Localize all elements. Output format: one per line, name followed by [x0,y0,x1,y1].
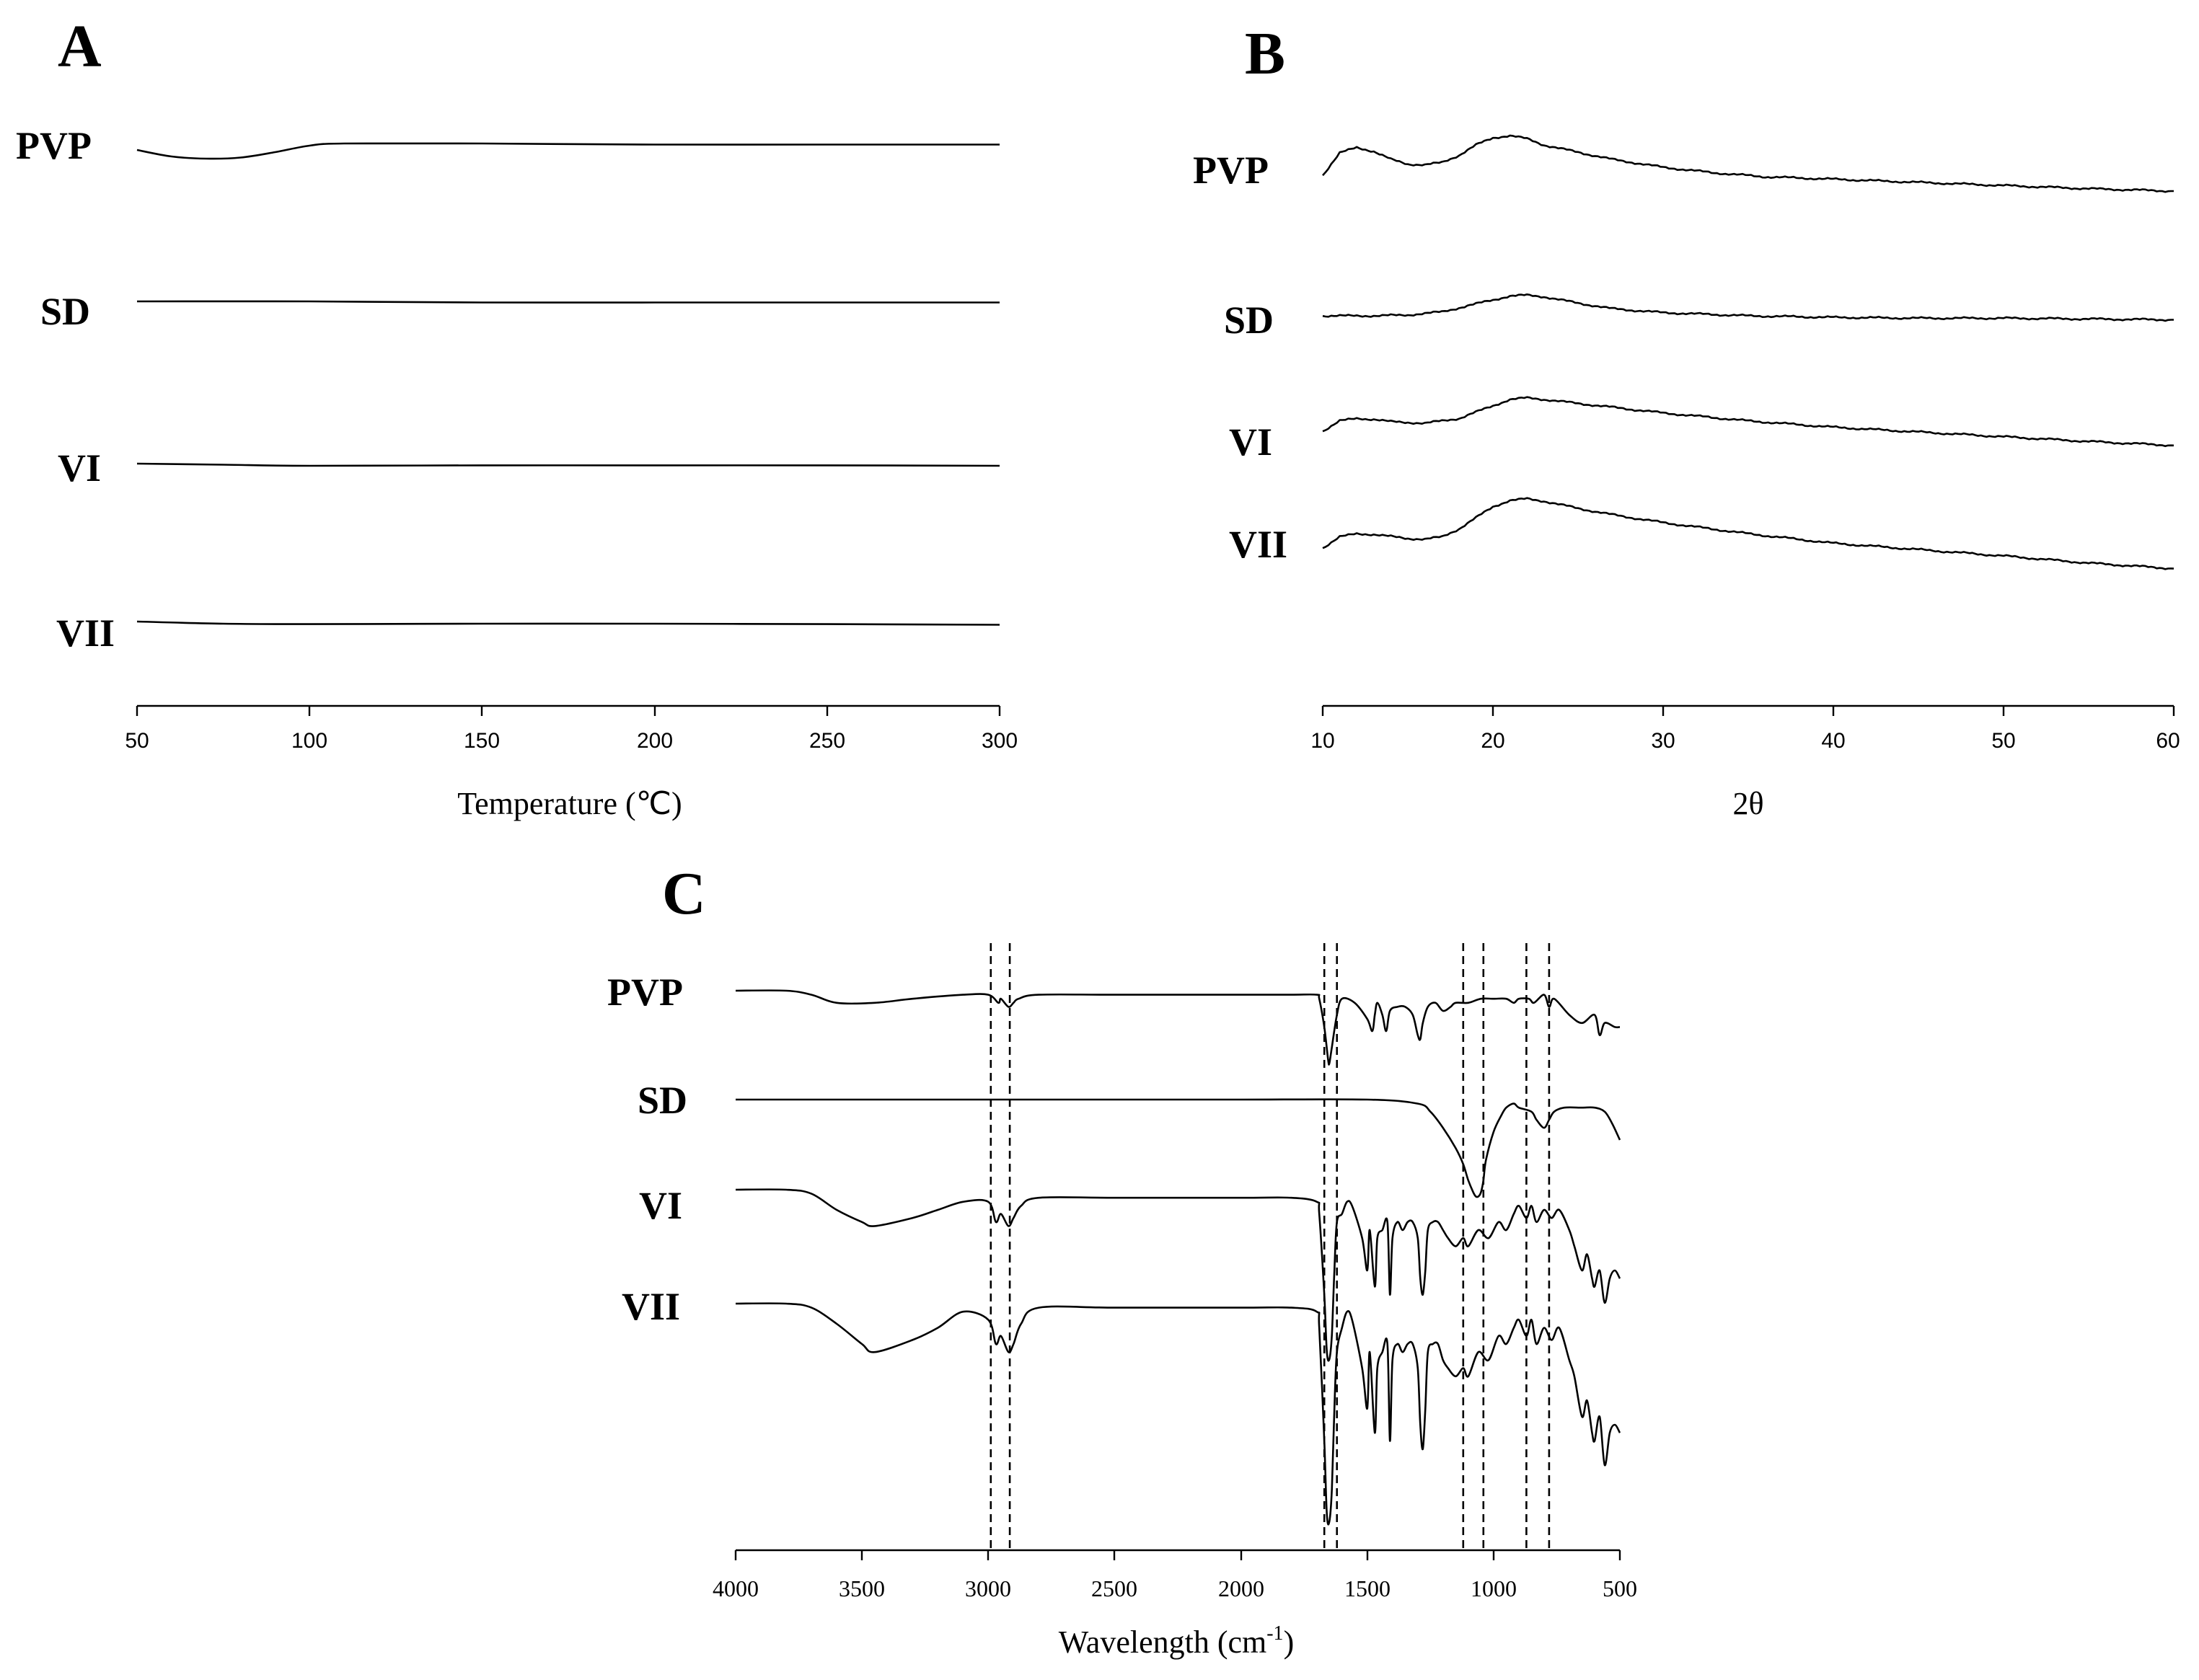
panel-c-tick-label-1000: 1000 [1471,1575,1517,1601]
panel-a-tick-label-250: 250 [809,729,845,753]
panel-a-label-pvp: PVP [16,124,92,167]
panel-c-letter: C [662,860,706,927]
panel-c-reference-lines [990,943,1551,1550]
panel-c-x-axis-title: Wavelength (cm-1) [1059,1622,1294,1660]
panel-b-tick-60: 60 [2156,706,2180,753]
panel-a-tick-label-50: 50 [125,729,149,753]
panel-b-tick-40: 40 [1821,706,1846,753]
panel-c-trace-pvp [735,989,1621,1066]
panel-a-tick-label-100: 100 [291,729,327,753]
panel-b-tick-label-30: 30 [1651,729,1675,753]
panel-a: A PVP SD VI VII 50 100 150 200 250 [16,13,1018,821]
panel-b-tick-label-20: 20 [1481,729,1504,753]
panel-a-trace-vii [136,620,1000,626]
panel-a-tick-200: 200 [637,706,673,753]
panel-c-tick-label-3500: 3500 [839,1575,885,1601]
panel-a-tick-label-150: 150 [464,729,500,753]
panel-a-trace-vi [136,462,1000,467]
panel-b-tick-10: 10 [1310,706,1335,753]
panel-b-tick-label-60: 60 [2156,729,2180,753]
panel-c-tick-500: 500 [1603,1550,1637,1601]
panel-c: C PVP SD VI VII 4000 3500 3000 2500 2000 [607,860,1637,1660]
panel-b-tick-label-10: 10 [1310,729,1334,753]
panel-a-label-vii: VII [56,611,115,655]
panel-a-tick-100: 100 [291,706,327,753]
panel-a-label-vi: VI [58,446,101,490]
panel-c-x-axis-title-end: ) [1284,1624,1295,1660]
panel-a-x-axis-title: Temperature (℃) [457,786,682,821]
panel-b-trace-sd [1322,293,2174,322]
panel-b-label-vii: VII [1229,523,1287,566]
panel-a-tick-300: 300 [982,706,1018,753]
panel-a-trace-sd [136,300,1000,304]
panel-c-tick-label-500: 500 [1603,1575,1637,1601]
panel-c-trace-sd [735,1098,1621,1198]
panel-b-tick-20: 20 [1481,706,1505,753]
panel-c-x-axis-title-sup: -1 [1266,1622,1283,1645]
panel-c-label-sd: SD [638,1079,687,1122]
panel-b-letter: B [1245,20,1285,87]
panel-c-tick-label-2500: 2500 [1091,1575,1137,1601]
panel-b-trace-vii [1322,497,2174,570]
panel-b-label-vi: VI [1229,420,1272,464]
panel-b-trace-pvp [1322,134,2174,193]
panel-b-trace-vi [1322,396,2174,448]
panel-c-label-pvp: PVP [607,971,683,1014]
panel-c-tick-1000: 1000 [1471,1550,1517,1601]
panel-b-tick-50: 50 [1991,706,2016,753]
panel-b-label-sd: SD [1224,299,1274,342]
panel-a-tick-50: 50 [125,706,149,753]
panel-b-x-axis-title: 2θ [1732,786,1763,821]
panel-b: B PVP SD VI VII 10 20 30 40 50 [1193,20,2180,821]
panel-c-tick-3500: 3500 [839,1550,885,1601]
panel-c-tick-3000: 3000 [965,1550,1011,1601]
panel-b-tick-label-40: 40 [1821,729,1845,753]
panel-b-tick-30: 30 [1651,706,1675,753]
panel-c-tick-2500: 2500 [1091,1550,1137,1601]
panel-a-tick-label-200: 200 [637,729,673,753]
panel-c-trace-vii [735,1302,1621,1526]
panel-c-tick-label-1500: 1500 [1344,1575,1391,1601]
panel-a-label-sd: SD [40,290,90,333]
panel-a-letter: A [58,13,102,80]
panel-b-tick-label-50: 50 [1991,729,2015,753]
panel-a-tick-250: 250 [809,706,845,753]
panel-c-tick-4000: 4000 [713,1550,759,1601]
panel-a-tick-label-300: 300 [982,729,1018,753]
panel-b-label-pvp: PVP [1193,149,1269,192]
panel-c-tick-label-3000: 3000 [965,1575,1011,1601]
panel-a-tick-150: 150 [464,706,500,753]
panel-c-tick-2000: 2000 [1218,1550,1264,1601]
panel-c-tick-1500: 1500 [1344,1550,1391,1601]
panel-c-tick-label-4000: 4000 [713,1575,759,1601]
panel-c-label-vii: VII [622,1285,680,1328]
panel-c-trace-vi [735,1188,1621,1362]
panel-c-x-axis-title-main: Wavelength (cm [1059,1624,1266,1660]
panel-a-trace-pvp [136,142,1000,160]
panel-c-tick-label-2000: 2000 [1218,1575,1264,1601]
panel-c-label-vi: VI [639,1184,682,1227]
